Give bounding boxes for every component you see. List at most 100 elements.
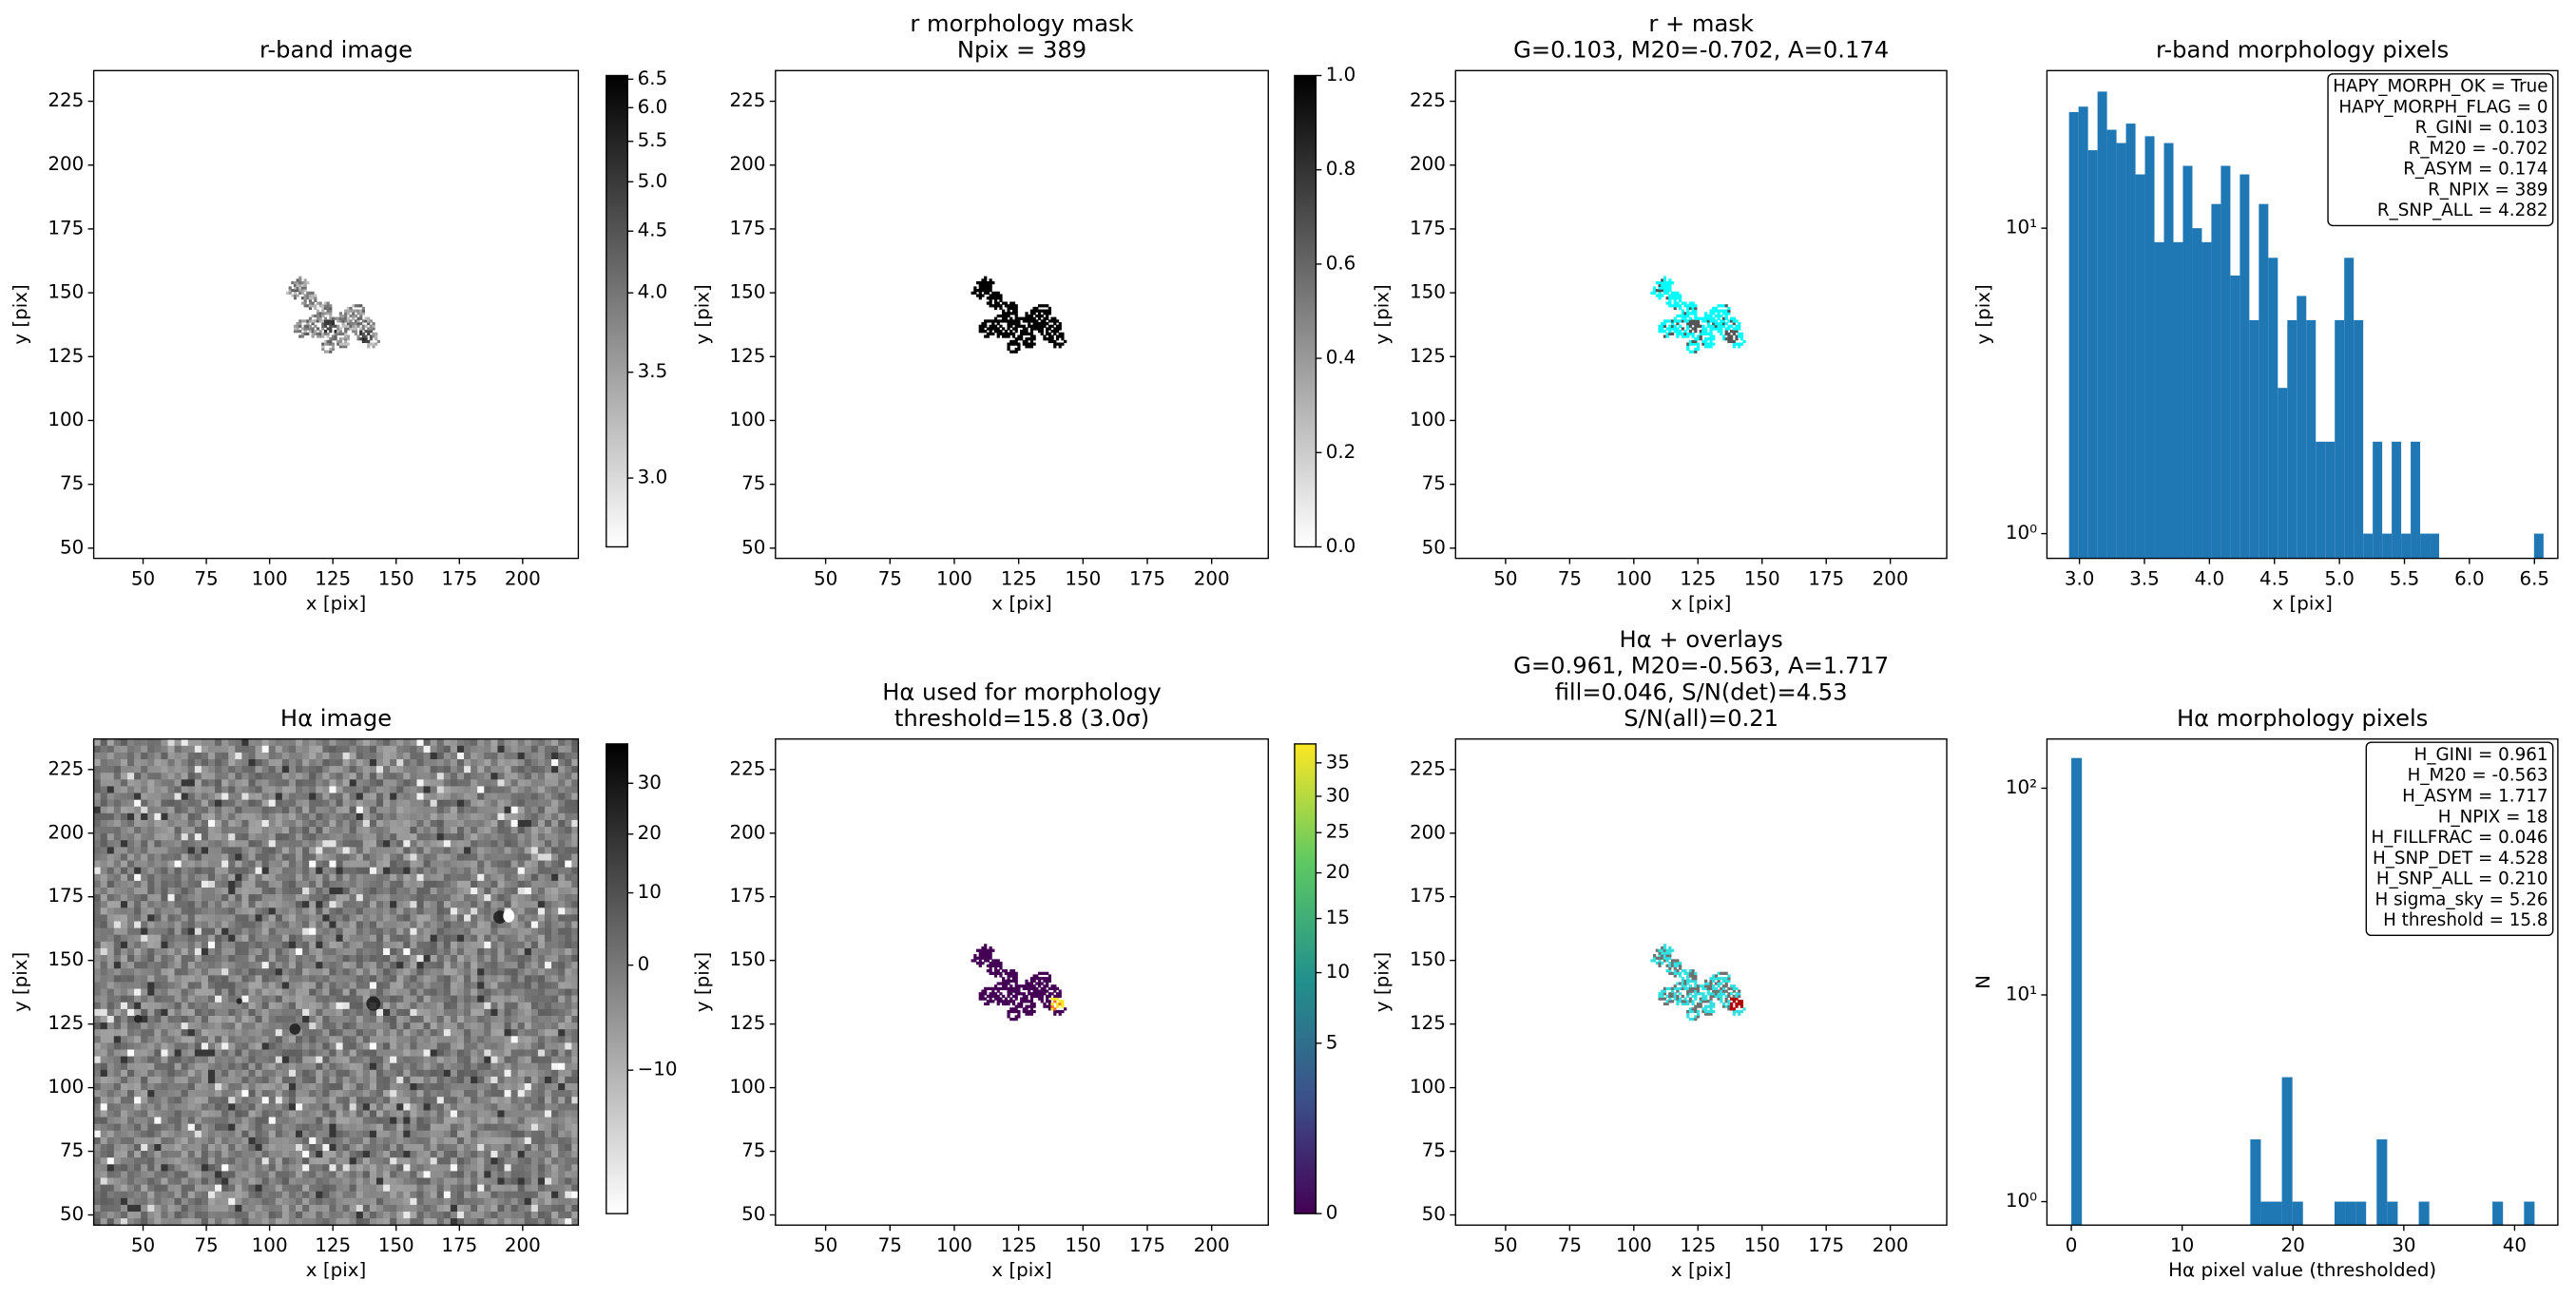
x-tick-label: 175: [1808, 568, 1844, 590]
image-pixel: [316, 1056, 323, 1064]
image-pixel: [281, 766, 290, 774]
image-pixel: [1043, 312, 1047, 315]
image-pixel: [147, 947, 155, 956]
image-pixel: [187, 894, 196, 902]
histogram-bar: [2363, 533, 2374, 559]
image-pixel: [174, 1117, 183, 1125]
image-pixel: [161, 1177, 168, 1185]
image-pixel: [436, 982, 445, 989]
image-pixel: [403, 793, 411, 800]
image-pixel: [134, 1117, 142, 1125]
image-pixel: [93, 1069, 102, 1078]
image-pixel: [326, 306, 330, 311]
image-pixel: [261, 947, 270, 956]
image-pixel: [326, 322, 330, 326]
image-pixel: [106, 745, 115, 754]
image-pixel: [423, 1042, 431, 1050]
image-pixel: [235, 1029, 242, 1037]
image-pixel: [1055, 337, 1060, 341]
image-pixel: [161, 975, 168, 983]
image-pixel: [1663, 281, 1667, 285]
image-pixel: [255, 1015, 262, 1023]
image-pixel: [336, 833, 343, 841]
image-pixel: [275, 738, 283, 747]
image-pixel: [303, 330, 307, 334]
image-pixel: [322, 1097, 330, 1104]
image-pixel: [154, 1097, 162, 1104]
image-pixel: [430, 927, 438, 936]
image-pixel: [141, 941, 148, 949]
image-pixel: [228, 1143, 236, 1152]
image-pixel: [423, 921, 431, 928]
image-pixel: [338, 332, 343, 335]
image-pixel: [383, 860, 391, 869]
image-pixel: [1679, 314, 1682, 318]
image-pixel: [187, 907, 196, 915]
image-pixel: [342, 880, 351, 888]
image-pixel: [296, 1218, 303, 1226]
image-pixel: [100, 827, 108, 834]
image-pixel: [356, 853, 364, 861]
image-pixel: [134, 1002, 142, 1010]
image-pixel: [141, 847, 148, 854]
image-pixel: [423, 1164, 431, 1172]
image-pixel: [120, 786, 128, 793]
image-pixel: [356, 907, 364, 915]
image-pixel: [187, 1015, 196, 1023]
image-pixel: [275, 1015, 283, 1023]
image-pixel: [248, 887, 256, 895]
image-pixel: [300, 334, 305, 338]
image-pixel: [187, 752, 196, 760]
image-pixel: [187, 982, 196, 989]
image-pixel: [181, 1110, 189, 1118]
image-pixel: [194, 840, 202, 848]
image-pixel: [268, 867, 277, 875]
image-pixel: [369, 1130, 377, 1138]
image-pixel: [410, 921, 417, 928]
image-pixel: [187, 1036, 196, 1043]
image-pixel: [120, 1137, 128, 1145]
image-pixel: [215, 921, 222, 928]
image-pixel: [167, 1130, 175, 1138]
image-pixel: [390, 853, 397, 861]
image-pixel: [390, 941, 397, 949]
image-pixel: [281, 1143, 290, 1152]
image-pixel: [1653, 289, 1657, 293]
image-pixel: [261, 1164, 270, 1172]
image-pixel: [1048, 327, 1052, 331]
image-pixel: [375, 1008, 384, 1017]
image-pixel: [93, 1157, 102, 1165]
image-pixel: [309, 1218, 317, 1226]
image-pixel: [973, 291, 977, 295]
image-pixel: [288, 1008, 297, 1017]
image-pixel: [154, 995, 162, 1003]
image-pixel: [1681, 316, 1684, 320]
image-pixel: [113, 914, 122, 922]
image-pixel: [356, 766, 364, 774]
image-pixel: [161, 1212, 168, 1219]
image-pixel: [323, 312, 328, 315]
image-pixel: [228, 1204, 236, 1213]
image-pixel: [311, 301, 315, 305]
image-pixel: [194, 1036, 202, 1043]
image-pixel: [375, 927, 384, 936]
image-pixel: [275, 1117, 283, 1125]
panel-title: r-band image: [260, 37, 413, 64]
image-pixel: [329, 1008, 336, 1017]
image-pixel: [281, 988, 290, 997]
image-pixel: [207, 1143, 216, 1152]
image-pixel: [430, 799, 438, 808]
image-pixel: [346, 324, 351, 328]
image-pixel: [241, 1036, 249, 1043]
image-pixel: [322, 968, 330, 976]
image-pixel: [362, 1097, 371, 1104]
image-pixel: [147, 1083, 155, 1091]
image-pixel: [390, 779, 397, 787]
image-pixel: [288, 901, 297, 908]
image-pixel: [288, 1157, 297, 1165]
image-pixel: [167, 914, 175, 922]
image-pixel: [356, 324, 360, 328]
image-pixel: [1701, 339, 1705, 344]
image-pixel: [356, 1171, 364, 1178]
image-pixel: [167, 921, 175, 928]
